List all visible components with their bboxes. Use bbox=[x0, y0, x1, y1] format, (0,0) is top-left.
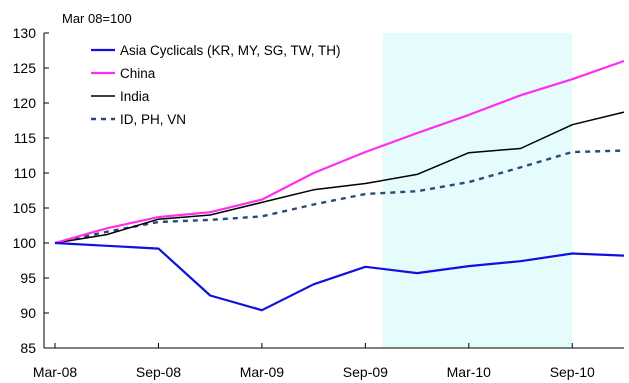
x-tick-label: Sep-08 bbox=[136, 364, 181, 380]
series-line-0 bbox=[54, 241, 625, 312]
y-tick-label: 115 bbox=[14, 130, 37, 146]
axes bbox=[43, 33, 624, 349]
legend: Asia Cyclicals (KR, MY, SG, TW, TH) China… bbox=[91, 43, 341, 127]
y-tick-label: 105 bbox=[13, 200, 37, 216]
y-tick-label: 100 bbox=[13, 235, 37, 251]
legend-label-2: India bbox=[120, 89, 150, 104]
y-tick-label: 90 bbox=[20, 305, 36, 321]
y-tick-label: 110 bbox=[14, 165, 37, 181]
series-line-3 bbox=[54, 149, 625, 245]
x-tick-label: Mar-10 bbox=[447, 364, 492, 380]
legend-label-3: ID, PH, VN bbox=[120, 112, 186, 127]
y-tick-label: 95 bbox=[20, 270, 36, 286]
y-tick-label: 130 bbox=[13, 25, 37, 41]
legend-label-1: China bbox=[120, 66, 156, 81]
series-line-1 bbox=[54, 59, 625, 245]
unit-note: Mar 08=100 bbox=[62, 11, 132, 26]
series-line-2 bbox=[54, 111, 625, 244]
y-tick-label: 120 bbox=[13, 95, 37, 111]
legend-label-0: Asia Cyclicals (KR, MY, SG, TW, TH) bbox=[120, 43, 341, 58]
y-axis-ticks: 85 90 95 100 105 110 115 120 125 130 bbox=[13, 25, 49, 356]
x-tick-label: Sep-10 bbox=[550, 364, 595, 380]
x-tick-label: Mar-08 bbox=[33, 364, 78, 380]
x-tick-label: Sep-09 bbox=[343, 364, 388, 380]
x-tick-label: Mar-09 bbox=[240, 364, 285, 380]
x-axis-ticks: Mar-08 Sep-08 Mar-09 Sep-09 Mar-10 Sep-10 bbox=[33, 343, 595, 380]
series-lines bbox=[54, 59, 625, 312]
y-tick-label: 125 bbox=[13, 60, 37, 76]
y-tick-label: 85 bbox=[20, 340, 36, 356]
